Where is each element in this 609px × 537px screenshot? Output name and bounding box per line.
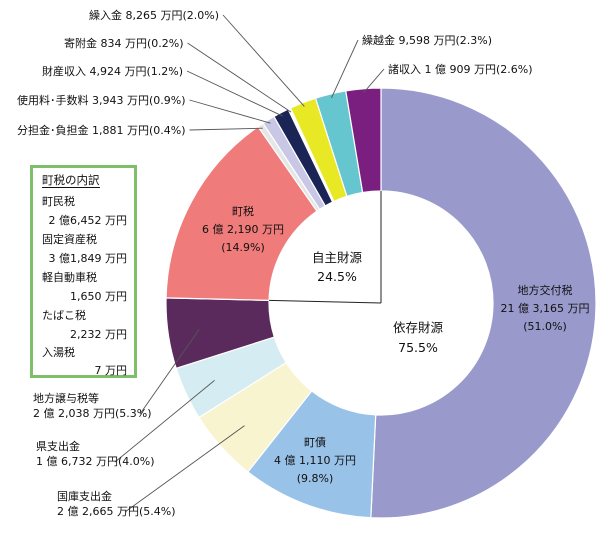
slice-value-label: 21 億 3,165 万円 xyxy=(501,302,590,315)
tax-item-name: 町民税 xyxy=(42,195,75,208)
slice-name-label: 町債 xyxy=(304,435,326,449)
leader-line xyxy=(189,99,271,124)
slice-value-label: 2 億 2,038 万円(5.3%) xyxy=(33,407,152,420)
slice-value-label: 6 億 2,190 万円 xyxy=(202,223,284,236)
slice-percent-label: (51.0%) xyxy=(523,320,567,333)
slice-percent-label: (14.9%) xyxy=(221,241,265,254)
leader-line xyxy=(222,14,305,107)
slice-value-label: 4 億 1,110 万円 xyxy=(274,454,356,467)
donut-slices xyxy=(165,87,597,519)
slice-percent-label: (9.8%) xyxy=(297,472,334,485)
slice-label: 使用料･手数料 3,943 万円(0.9%) xyxy=(17,93,186,107)
slice-name-label: 地方交付税 xyxy=(518,283,573,297)
leader-line xyxy=(186,70,284,117)
slice-name-label: 地方譲与税等 xyxy=(33,391,99,405)
slice-value-label: 2 億 2,665 万円(5.4%) xyxy=(57,505,176,518)
slice-label: 財産収入 4,924 万円(1.2%) xyxy=(42,64,183,78)
donut-slice-0 xyxy=(370,87,597,519)
slice-name-label: 県支出金 xyxy=(36,439,80,453)
center-split: 自主財源 24.5% 依存財源 75.5% xyxy=(269,191,443,355)
independent-revenue-percent: 24.5% xyxy=(317,269,357,284)
leader-line xyxy=(139,328,200,415)
slice-label: 諸収入 1 億 909 万円(2.6%) xyxy=(388,62,533,76)
tax-item-value: 7 万円 xyxy=(94,364,128,377)
slice-label: 分担金･負担金 1,881 万円(0.4%) xyxy=(17,123,186,137)
tax-item-name: 入湯税 xyxy=(42,346,75,359)
leader-line xyxy=(124,425,245,513)
slice-label: 繰越金 9,598 万円(2.3%) xyxy=(362,33,492,47)
leader-line xyxy=(114,379,215,463)
leader-line xyxy=(331,39,359,99)
dependent-revenue-label: 依存財源 xyxy=(393,320,444,335)
tax-item-name: たばこ税 xyxy=(42,309,86,322)
tax-breakdown-title: 町税の内訳 xyxy=(42,173,100,188)
donut-slice-5 xyxy=(165,125,318,301)
tax-item-value: 1,650 万円 xyxy=(70,290,127,303)
leader-line xyxy=(187,42,292,113)
leader-lines xyxy=(114,14,385,513)
slice-name-label: 町税 xyxy=(232,204,254,218)
slice-label: 寄附金 834 万円(0.2%) xyxy=(64,36,184,50)
town-tax-breakdown-box: 町税の内訳 町民税 2 億6,452 万円 固定資産税 3 億1,849 万円 … xyxy=(30,165,137,378)
tax-item-name: 軽自動車税 xyxy=(42,271,97,284)
slice-label: 繰入金 8,265 万円(2.0%) xyxy=(89,8,219,22)
tax-item-name: 固定資産税 xyxy=(42,233,97,246)
slice-labels: 地方交付税 21 億 3,165 万円 (51.0%) 町債 4 億 1,110 万円 (… xyxy=(17,8,589,518)
inner-split-line xyxy=(269,299,382,304)
tax-item-value: 3 億1,849 万円 xyxy=(48,252,127,265)
slice-name-label: 国庫支出金 xyxy=(57,489,112,503)
tax-item-value: 2 億6,452 万円 xyxy=(48,214,127,227)
dependent-revenue-percent: 75.5% xyxy=(398,340,438,355)
leader-line xyxy=(189,127,263,131)
tax-item-value: 2,232 万円 xyxy=(70,328,127,341)
leader-line xyxy=(363,68,385,94)
independent-revenue-label: 自主財源 xyxy=(312,250,363,265)
slice-value-label: 1 億 6,732 万円(4.0%) xyxy=(36,455,155,468)
